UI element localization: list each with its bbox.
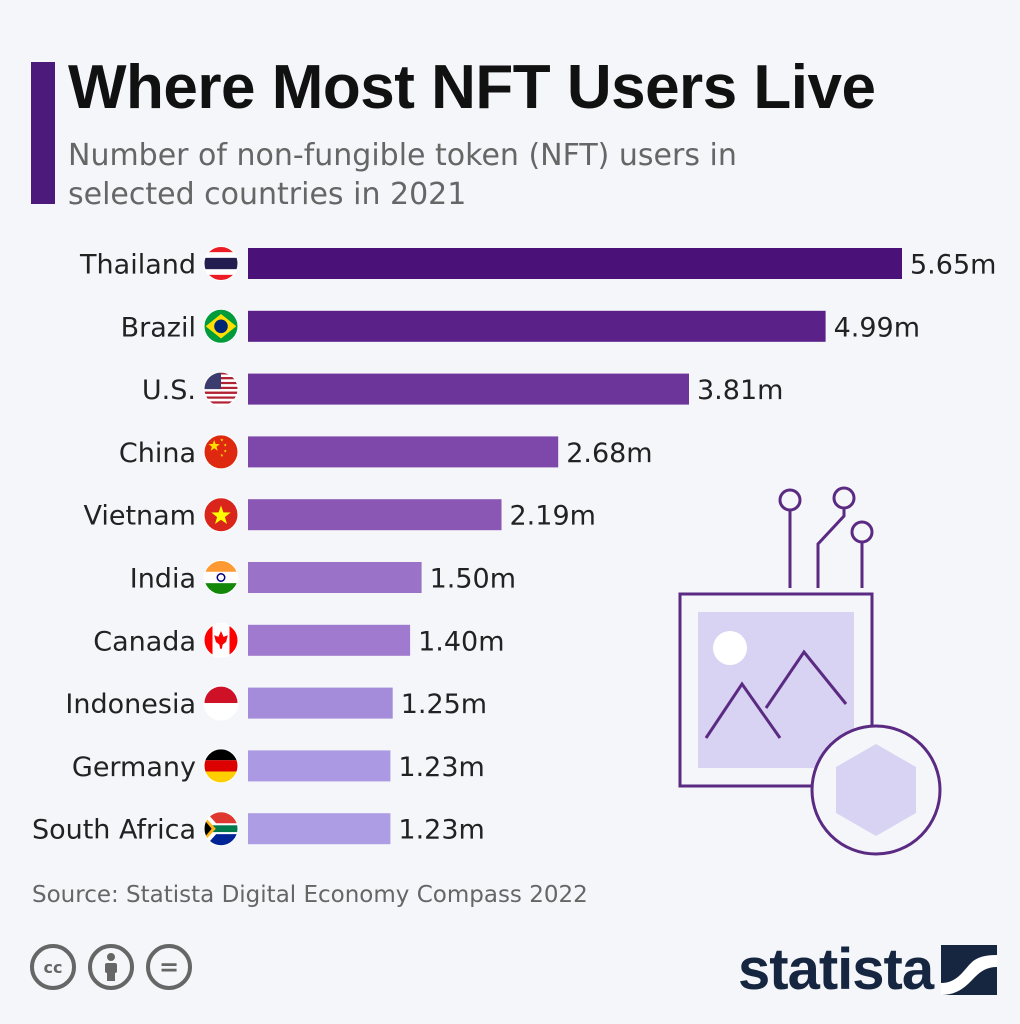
vietnam-flag-icon	[203, 497, 239, 533]
bar	[248, 373, 689, 405]
value-label: 3.81m	[697, 375, 783, 406]
statista-logo-text: statista	[738, 937, 934, 1002]
category-label: Canada	[93, 626, 196, 657]
bar	[248, 562, 422, 593]
value-label: 1.50m	[430, 564, 516, 595]
category-label: South Africa	[32, 815, 196, 846]
value-label: 1.23m	[398, 815, 484, 846]
value-label: 2.19m	[510, 501, 596, 532]
bar-row: Indonesia 1.25m	[65, 685, 487, 721]
category-label: Thailand	[79, 250, 196, 281]
category-label: Germany	[72, 752, 196, 783]
value-label: 1.25m	[401, 689, 487, 720]
bar-chart: Thailand 5.65m Brazil 4.99m U.S. 3.81m China 2.…	[32, 246, 996, 847]
source-note: Source: Statista Digital Economy Compass…	[32, 882, 588, 908]
category-label: Vietnam	[83, 501, 196, 532]
bar	[248, 248, 902, 279]
category-label: China	[119, 438, 196, 469]
bar-row: India 1.50m	[130, 560, 516, 595]
us-flag-icon	[203, 371, 239, 407]
bar-row: Brazil 4.99m	[121, 308, 920, 344]
statista-logo[interactable]: statista	[738, 936, 998, 1003]
no-derivatives-icon[interactable]: =	[146, 944, 192, 990]
bar	[248, 499, 502, 531]
mountain-small-icon	[704, 681, 782, 739]
india-flag-icon	[203, 560, 239, 595]
person-glyph	[105, 953, 117, 981]
attribution-icon[interactable]	[88, 944, 134, 990]
bar-row: U.S. 3.81m	[142, 371, 783, 407]
bar-row: Germany 1.23m	[72, 748, 485, 784]
bar-row: China 2.68m	[119, 434, 653, 470]
no-derivatives-label: =	[158, 953, 180, 981]
china-flag-icon	[203, 434, 239, 470]
bar	[248, 750, 391, 782]
hexagon-token-icon	[836, 744, 916, 836]
brazil-flag-icon	[203, 308, 239, 344]
statista-logo-mark-icon	[941, 944, 998, 995]
picture-frame	[678, 592, 874, 788]
category-label: Indonesia	[65, 689, 196, 720]
category-label: India	[130, 564, 196, 595]
category-label: U.S.	[142, 375, 196, 406]
cc-icon-label: cc	[43, 957, 63, 977]
circuit-lines-icon	[778, 486, 874, 588]
bar-row: Canada 1.40m	[93, 622, 505, 658]
bar-row: Thailand 5.65m	[79, 246, 996, 281]
chart-subtitle: Number of non-fungible token (NFT) users…	[68, 138, 737, 212]
germany-flag-icon	[203, 748, 239, 784]
south-africa-flag-icon	[203, 811, 239, 847]
canada-flag-icon	[203, 622, 239, 658]
bar-row: Vietnam 2.19m	[83, 497, 596, 533]
bar	[248, 624, 411, 656]
thailand-flag-icon	[203, 246, 239, 281]
bar	[248, 813, 391, 845]
bar	[248, 436, 559, 468]
value-label: 1.23m	[398, 752, 484, 783]
license-icons: cc =	[30, 944, 192, 990]
title-accent-bar	[31, 62, 55, 204]
mountain-large-icon	[764, 649, 848, 709]
value-label: 5.65m	[910, 250, 996, 281]
value-label: 4.99m	[834, 312, 920, 343]
indonesia-flag-icon	[203, 685, 239, 721]
cc-icon[interactable]: cc	[30, 944, 76, 990]
nft-image-illustration	[678, 486, 942, 856]
value-label: 2.68m	[566, 438, 652, 469]
bar	[248, 310, 826, 342]
category-label: Brazil	[121, 312, 196, 343]
bar	[248, 687, 393, 719]
value-label: 1.40m	[418, 626, 504, 657]
bar-row: South Africa 1.23m	[32, 811, 485, 847]
sun-icon	[713, 631, 747, 665]
chart-title: Where Most NFT Users Live	[68, 53, 876, 122]
